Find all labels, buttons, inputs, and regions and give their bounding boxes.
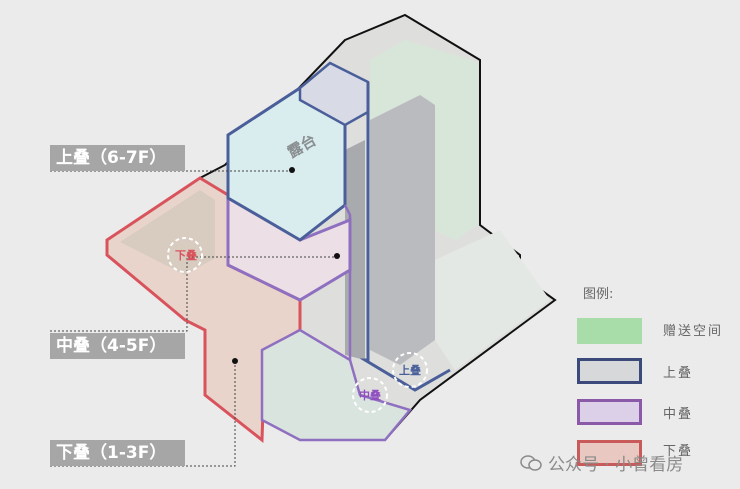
leader-lower [50, 362, 236, 467]
wechat-icon [520, 454, 542, 472]
legend-swatch-upper [577, 358, 642, 384]
label-lower: 下叠（1-3F） [50, 440, 185, 466]
tower-core [370, 95, 435, 365]
legend-label-bonus: 赠送空间 [663, 324, 724, 339]
circle-upper [392, 352, 428, 388]
upper-core-line [359, 82, 451, 392]
circle-lower-label: 下叠 [175, 248, 197, 262]
legend-swatch-bonus [577, 318, 642, 344]
leader-dot [334, 253, 340, 259]
legend-label-middle: 中叠 [663, 407, 694, 422]
lower-floor [120, 190, 215, 275]
legend-swatch-lower [577, 440, 642, 466]
watermark-text: 公众号 · 小曾看房 [548, 455, 684, 475]
legend-swatch-middle [577, 399, 642, 425]
circle-upper-label: 上叠 [399, 363, 421, 377]
legend-title: 图例: [583, 287, 614, 302]
label-upper: 上叠（6-7F） [50, 145, 185, 171]
middle-core-line [343, 204, 352, 360]
legend-label-upper: 上叠 [663, 366, 694, 381]
watermark: 公众号 · 小曾看房 [520, 450, 683, 475]
legend-label-lower: 下叠 [663, 444, 694, 459]
leader-middle [50, 256, 337, 332]
leader-dot [232, 358, 238, 364]
label-middle: 中叠（4-5F） [50, 333, 185, 359]
circle-middle-label: 中叠 [359, 388, 381, 402]
circle-lower [167, 237, 203, 273]
right-steps [435, 230, 550, 370]
circle-middle [352, 377, 388, 413]
leader-dot [289, 167, 295, 173]
